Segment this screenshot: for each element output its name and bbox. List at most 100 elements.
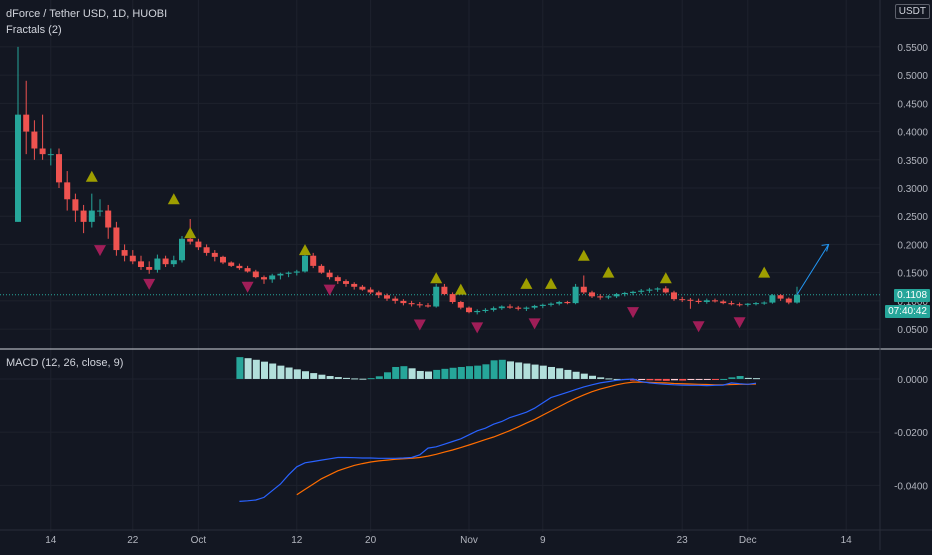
candle-body [482, 309, 489, 312]
fractal-up-marker [184, 227, 197, 239]
candle-body [170, 260, 177, 265]
candle-body [744, 303, 751, 305]
macd-histogram-bar [244, 358, 252, 379]
macd-histogram-bar [671, 378, 678, 381]
candle-body [507, 306, 513, 308]
candle-body [662, 288, 669, 293]
candle-body [400, 300, 407, 304]
macd-histogram-bar [375, 376, 383, 379]
symbol-title[interactable]: dForce / Tether USD, 1D, HUOBI [6, 8, 168, 20]
candle-body [441, 286, 448, 295]
candle-body [466, 307, 472, 313]
macd-histogram-bar [564, 369, 572, 379]
last-price-label: 0.1108 [894, 289, 930, 302]
candle-body [433, 286, 440, 307]
macd-histogram-bar [646, 378, 654, 381]
macd-histogram-bar [507, 361, 514, 379]
macd-histogram-bar [654, 378, 662, 381]
candle-body [785, 298, 792, 303]
candle-body [572, 286, 579, 304]
fractal-down-marker [471, 322, 484, 334]
time-tick-label: Nov [460, 535, 478, 546]
fractal-down-marker [413, 319, 426, 331]
macd-tick-label: 0.0000 [897, 375, 928, 386]
candle-body [318, 265, 325, 273]
candle-body [129, 255, 136, 262]
candle-body [146, 267, 153, 270]
candle-body [556, 301, 563, 304]
macd-histogram-bar [597, 377, 605, 379]
fractal-down-marker [143, 278, 156, 290]
macd-histogram-bar [318, 374, 326, 379]
time-tick-label: Oct [191, 535, 207, 546]
macd-histogram-bar [416, 370, 424, 379]
macd-histogram-bar [744, 377, 752, 379]
macd-histogram-bar [539, 365, 547, 379]
price-tick-label: 0.4500 [897, 99, 928, 110]
candle-body [613, 294, 620, 297]
macd-histogram-bar [425, 371, 432, 379]
signal-line [296, 381, 757, 496]
fractal-down-marker [627, 307, 639, 319]
candle-body [179, 238, 185, 261]
macd-histogram-bar [580, 373, 588, 379]
fractal-up-marker [520, 277, 533, 289]
price-tick-label: 0.3500 [897, 156, 928, 167]
price-tick-label: 0.1000 [897, 297, 928, 308]
macd-tick-label: -0.0400 [894, 481, 928, 492]
candle-body [367, 289, 374, 293]
currency-button[interactable]: USDT [894, 4, 930, 19]
macd-legend[interactable]: MACD (12, 26, close, 9) [6, 357, 124, 369]
time-tick-label: 9 [540, 535, 546, 546]
macd-histogram-bar [359, 378, 367, 380]
fractal-up-marker [659, 272, 672, 284]
candle-body [777, 295, 784, 299]
macd-histogram-bar [695, 378, 703, 380]
indicator-label[interactable]: Fractals (2) [6, 24, 62, 36]
macd-histogram-bar [252, 359, 260, 379]
macd-histogram-bar [326, 376, 334, 379]
price-tick-label: 0.4000 [897, 128, 928, 139]
price-tick-label: 0.2000 [897, 240, 928, 251]
macd-histogram-bar [605, 378, 613, 380]
candle-body [23, 114, 30, 132]
candle-body [162, 258, 169, 265]
candle-body [375, 292, 382, 296]
macd-histogram-bar [441, 368, 449, 379]
macd-histogram-bar [556, 368, 564, 379]
candle-body [597, 296, 604, 298]
fractal-up-marker [577, 249, 590, 261]
fractal-up-marker [454, 283, 467, 295]
macd-histogram-bar [589, 375, 596, 379]
candle-body [97, 210, 103, 212]
candle-body [195, 241, 202, 248]
price-tick-label: 0.5500 [897, 43, 928, 54]
candle-body [498, 306, 505, 309]
fractal-up-marker [758, 266, 771, 278]
macd-histogram-bar [572, 371, 580, 379]
candle-body [753, 303, 759, 305]
candle-body [580, 286, 587, 293]
macd-histogram-bar [466, 366, 473, 379]
chart-legend: dForce / Tether USD, 1D, HUOBI Fractals … [6, 6, 167, 38]
macd-histogram-bar [310, 373, 318, 379]
candle-body [261, 277, 267, 280]
time-tick-label: 12 [291, 535, 303, 546]
macd-histogram-bar [408, 368, 416, 379]
macd-histogram-bar [523, 363, 531, 379]
candle-body [457, 301, 464, 308]
candle-body [794, 294, 800, 303]
candle-body [138, 261, 144, 267]
macd-histogram-bar [433, 369, 441, 379]
candle-body [515, 307, 522, 309]
time-tick-label: 22 [127, 535, 139, 546]
candle-body [408, 303, 415, 305]
candle-body [285, 272, 292, 274]
macd-histogram-bar [490, 360, 498, 379]
macd-histogram-bar [261, 361, 268, 379]
candle-body [293, 271, 300, 273]
macd-histogram-bar [293, 369, 301, 379]
macd-histogram-bar [367, 378, 375, 380]
